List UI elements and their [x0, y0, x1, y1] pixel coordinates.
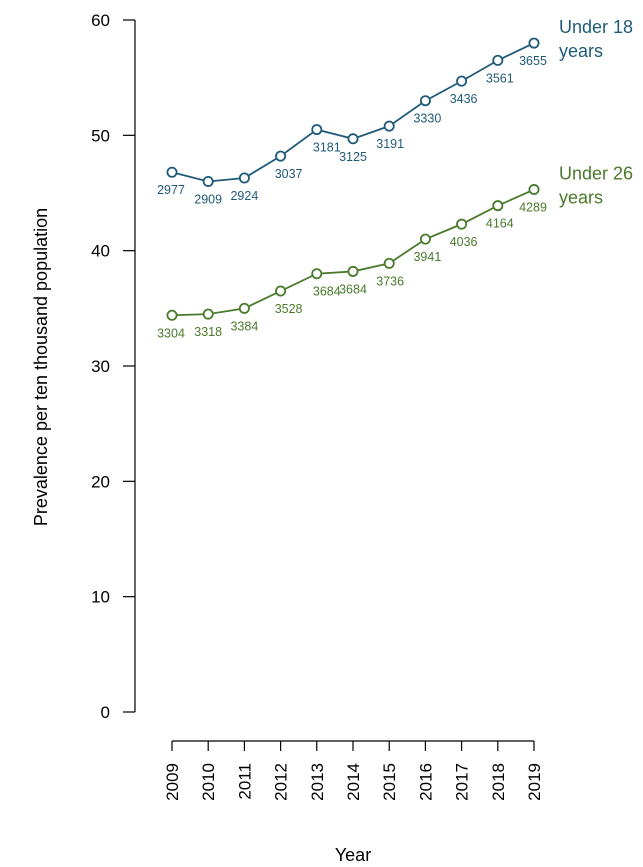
x-tick-label: 2012	[272, 763, 291, 801]
y-tick-label: 20	[91, 472, 110, 491]
data-label: 4289	[519, 201, 547, 215]
data-point	[166, 309, 178, 321]
data-label: 3384	[230, 319, 258, 333]
data-point	[456, 218, 468, 230]
x-tick-label: 2011	[235, 763, 254, 800]
y-tick-label: 50	[91, 126, 110, 145]
series-name-line: Under 18	[559, 17, 633, 37]
x-tick-label: 2019	[525, 763, 544, 801]
y-tick-label: 0	[101, 703, 110, 722]
data-label: 3655	[519, 54, 547, 68]
series-name-label: Under 18 years	[559, 17, 633, 61]
data-point	[419, 95, 431, 107]
data-label: 3941	[413, 250, 441, 264]
data-label: 4036	[450, 235, 478, 249]
y-axis-title: Prevalence per ten thousand population	[31, 208, 51, 526]
data-point	[419, 233, 431, 245]
data-label: 3736	[376, 274, 404, 288]
data-label: 3125	[339, 150, 367, 164]
data-point	[166, 166, 178, 178]
data-point	[347, 133, 359, 145]
series-name-line: Under 26	[559, 164, 633, 184]
data-point	[383, 257, 395, 269]
data-label: 3684	[339, 282, 367, 296]
data-label: 3684	[313, 285, 341, 299]
data-point	[492, 200, 504, 212]
data-point	[238, 302, 250, 314]
data-point	[275, 150, 287, 162]
data-label: 2977	[157, 183, 185, 197]
data-point	[528, 37, 540, 49]
data-label: 2909	[194, 192, 222, 206]
x-tick-label: 2017	[453, 763, 472, 801]
series-name-label: Under 26 years	[559, 164, 633, 208]
y-axis: 0 10 20 30 40 50 60	[91, 11, 136, 722]
data-label: 3318	[194, 325, 222, 339]
data-label: 3330	[413, 112, 441, 126]
data-label: 3037	[275, 167, 303, 181]
y-tick-label: 60	[91, 11, 110, 30]
y-tick-label: 40	[91, 242, 110, 261]
data-point	[528, 184, 540, 196]
y-tick-label: 30	[91, 357, 110, 376]
data-point	[383, 120, 395, 132]
data-label: 4164	[486, 217, 514, 231]
data-point	[202, 175, 214, 187]
x-tick-label: 2010	[199, 763, 218, 801]
data-point	[202, 308, 214, 320]
data-label: 3561	[486, 71, 514, 85]
data-label: 3436	[450, 92, 478, 106]
data-label: 3191	[376, 137, 404, 151]
data-point	[456, 75, 468, 87]
data-label: 2924	[230, 189, 258, 203]
x-tick-label: 2009	[163, 763, 182, 801]
x-tick-label: 2014	[344, 763, 363, 801]
x-axis: 2009 2010 2011 2012 2013 2014 2015 2016 2017 2018…	[163, 740, 544, 801]
data-point	[492, 54, 504, 66]
series-name-line: years	[559, 41, 603, 61]
data-point	[311, 124, 323, 136]
data-point	[347, 265, 359, 277]
data-point	[275, 285, 287, 297]
x-tick-label: 2013	[308, 763, 327, 801]
x-tick-label: 2016	[416, 763, 435, 801]
data-label: 3304	[157, 326, 185, 340]
data-point	[311, 268, 323, 280]
data-point	[238, 172, 250, 184]
y-tick-label: 10	[91, 588, 110, 607]
series-name-line: years	[559, 188, 603, 208]
data-label: 3528	[275, 302, 303, 316]
data-label: 3181	[313, 141, 341, 155]
x-tick-label: 2015	[380, 763, 399, 801]
x-tick-label: 2018	[489, 763, 508, 801]
x-axis-title: Year	[335, 845, 371, 865]
